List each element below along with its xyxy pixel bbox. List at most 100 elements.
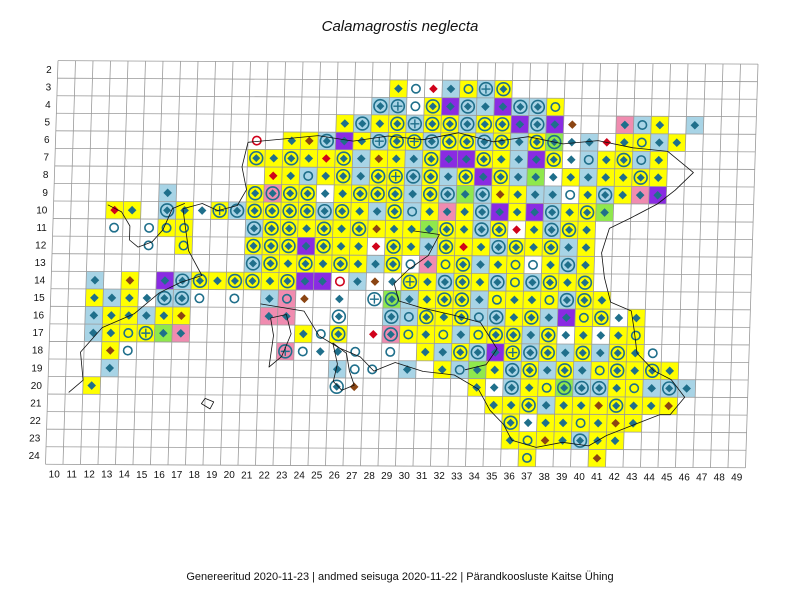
grid-cell xyxy=(458,115,477,133)
grid-cell xyxy=(451,325,470,344)
record-diamond-symbol xyxy=(300,276,310,286)
record-diamond-symbol xyxy=(563,278,572,287)
grid-cell xyxy=(596,331,606,340)
record-diamond-symbol xyxy=(349,382,359,392)
record-ring-symbol xyxy=(263,238,279,254)
record-ring-symbol xyxy=(351,221,367,237)
grid-cell xyxy=(685,116,704,135)
grid-cell xyxy=(474,168,493,186)
cell-fill xyxy=(625,379,644,398)
record-diamond-symbol xyxy=(248,277,257,286)
grid-cell xyxy=(399,325,418,344)
record-diamond-symbol xyxy=(629,401,638,411)
grid-cell xyxy=(386,185,405,203)
grid-cell xyxy=(458,97,477,116)
record-diamond-symbol xyxy=(672,138,682,148)
grid-cell xyxy=(528,98,547,116)
record-diamond-symbol xyxy=(653,190,662,200)
record-circle-symbol xyxy=(473,329,484,340)
grid-cell xyxy=(633,116,652,134)
record-ring-symbol xyxy=(491,239,506,255)
grid-cell xyxy=(297,346,308,357)
grid-cell xyxy=(476,80,495,98)
grid-cell xyxy=(417,290,436,309)
grid-col-line xyxy=(167,61,181,465)
grid-labels: 2345678910111213141516171819202122232410… xyxy=(29,65,743,484)
grid-cell xyxy=(487,308,506,327)
record-diamond-symbol xyxy=(250,206,259,215)
grid-cell xyxy=(405,259,416,270)
record-diamond-symbol xyxy=(579,331,588,340)
grid-cell xyxy=(382,307,401,326)
record-circle-symbol xyxy=(350,346,361,357)
record-ring-symbol xyxy=(575,345,590,361)
record-ring-symbol xyxy=(577,275,593,290)
record-circle-symbol xyxy=(367,364,378,375)
grid-cell xyxy=(331,255,350,273)
record-diamond-symbol xyxy=(513,190,522,199)
grid-cell xyxy=(264,149,283,168)
grid-cell xyxy=(487,290,506,309)
record-ring-symbol xyxy=(458,169,473,184)
record-diamond-symbol xyxy=(177,311,186,321)
grid-cell xyxy=(402,220,421,238)
grid-cell xyxy=(120,271,139,290)
grid-cell xyxy=(154,324,173,343)
record-diamond-symbol xyxy=(585,137,594,147)
grid-cell xyxy=(614,313,624,323)
grid-cell xyxy=(505,273,524,292)
record-ring-symbol xyxy=(425,99,441,114)
col-label: 27 xyxy=(346,471,358,482)
record-diamond-symbol xyxy=(160,276,170,285)
record-diamond-symbol xyxy=(495,207,504,217)
record-diamond-symbol xyxy=(526,330,536,340)
record-diamond-symbol xyxy=(567,137,577,147)
grid-col-line xyxy=(290,61,304,466)
record-circle-symbol xyxy=(544,295,555,306)
record-diamond-symbol xyxy=(354,242,363,251)
record-diamond-symbol xyxy=(524,401,533,410)
record-diamond-symbol xyxy=(322,136,331,145)
record-circle-symbol xyxy=(122,345,133,356)
record-ring-symbol xyxy=(280,273,295,289)
record-circle-symbol xyxy=(405,259,416,270)
record-ring-symbol xyxy=(247,186,263,201)
record-ring-symbol xyxy=(470,345,485,360)
record-cross-symbol xyxy=(405,277,415,287)
grid-cell xyxy=(541,256,560,274)
grid-cell xyxy=(120,289,139,307)
grid-cell xyxy=(158,201,177,220)
grid-cell xyxy=(560,203,579,222)
grid-cell xyxy=(488,273,507,292)
record-diamond-symbol xyxy=(456,330,466,340)
col-label: 35 xyxy=(486,472,498,483)
grid-cell xyxy=(631,168,650,187)
record-diamond-symbol xyxy=(230,276,239,285)
grid-col-line xyxy=(675,63,689,468)
grid-cell xyxy=(457,132,476,151)
grid-cell xyxy=(542,238,561,257)
grid-cell xyxy=(208,272,227,290)
record-ring-symbol xyxy=(453,345,468,360)
grid-col-line xyxy=(447,62,461,467)
record-ring-symbol xyxy=(488,327,504,343)
grid-cell xyxy=(259,307,278,326)
record-diamond-symbol xyxy=(334,330,343,339)
record-ring-symbol xyxy=(212,203,227,218)
grid-cell xyxy=(429,84,438,94)
grid-cell xyxy=(313,254,333,273)
record-diamond-symbol xyxy=(428,102,437,111)
record-diamond-symbol xyxy=(304,154,314,163)
grid-cell xyxy=(384,237,403,256)
grid-cell xyxy=(175,201,194,220)
record-diamond-symbol xyxy=(287,136,297,146)
grid-cell xyxy=(591,344,610,362)
record-diamond-symbol xyxy=(559,401,568,410)
map-footer: Genereeritud 2020-11-23 | andmed seisuga… xyxy=(186,571,614,583)
record-ring-symbol xyxy=(454,292,470,307)
grid-cell xyxy=(388,114,407,133)
grid-cell xyxy=(261,254,280,273)
record-diamond-symbol xyxy=(635,190,645,200)
record-diamond-symbol xyxy=(283,277,292,286)
grid-cell xyxy=(520,378,539,397)
